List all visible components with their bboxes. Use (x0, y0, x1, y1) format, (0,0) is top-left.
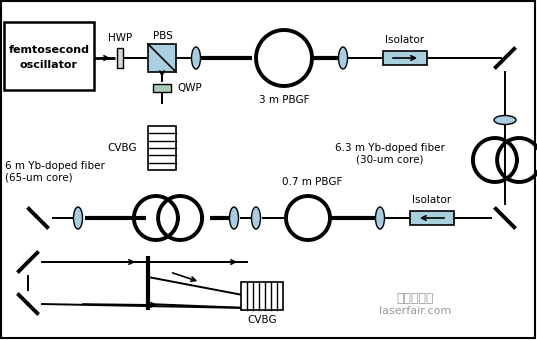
Ellipse shape (192, 47, 200, 69)
Text: PBS: PBS (153, 31, 173, 41)
Bar (4, 22, 94, 90)
Ellipse shape (74, 207, 83, 229)
Text: femtosecond: femtosecond (9, 45, 90, 55)
Bar (153, 84, 171, 92)
Text: CVBG: CVBG (247, 315, 277, 325)
Text: 3 m PBGF: 3 m PBGF (259, 95, 309, 105)
Text: (65-um core): (65-um core) (5, 173, 72, 183)
Text: (30-um core): (30-um core) (356, 155, 424, 165)
Ellipse shape (338, 47, 347, 69)
Text: Isolator: Isolator (386, 35, 425, 45)
Ellipse shape (494, 116, 516, 124)
Text: Isolator: Isolator (412, 195, 452, 205)
Text: QWP: QWP (178, 83, 202, 93)
Bar (117, 48, 123, 68)
Bar (410, 211, 454, 225)
Text: laserfair.com: laserfair.com (379, 306, 451, 316)
Ellipse shape (251, 207, 260, 229)
Bar (148, 126, 176, 170)
Ellipse shape (229, 207, 238, 229)
Text: 0.7 m PBGF: 0.7 m PBGF (282, 177, 342, 187)
Bar (241, 282, 283, 310)
Bar (383, 51, 427, 65)
Text: 6 m Yb-doped fiber: 6 m Yb-doped fiber (5, 161, 105, 171)
Text: 激光制造网: 激光制造网 (396, 291, 434, 305)
Text: 6.3 m Yb-doped fiber: 6.3 m Yb-doped fiber (335, 143, 445, 153)
Text: HWP: HWP (108, 33, 132, 43)
Bar (148, 44, 176, 72)
Ellipse shape (375, 207, 384, 229)
Text: CVBG: CVBG (107, 143, 137, 153)
Text: oscillator: oscillator (20, 60, 78, 70)
